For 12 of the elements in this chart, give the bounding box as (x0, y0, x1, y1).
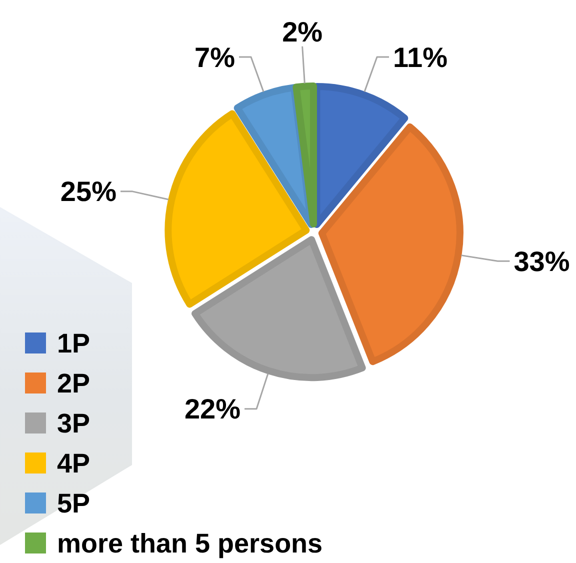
legend-label: 2P (57, 368, 90, 398)
data-label: 11% (393, 42, 448, 73)
data-label: 22% (184, 394, 241, 425)
legend-label: more than 5 persons (57, 528, 323, 558)
legend-label: 3P (57, 408, 90, 438)
legend-label: 1P (57, 328, 90, 358)
data-label: 33% (514, 246, 570, 277)
data-label: 7% (194, 42, 236, 73)
legend-label: 5P (57, 488, 90, 518)
legend-label: 4P (57, 448, 90, 478)
data-label: 2% (282, 16, 323, 48)
data-label: 25% (60, 176, 117, 208)
